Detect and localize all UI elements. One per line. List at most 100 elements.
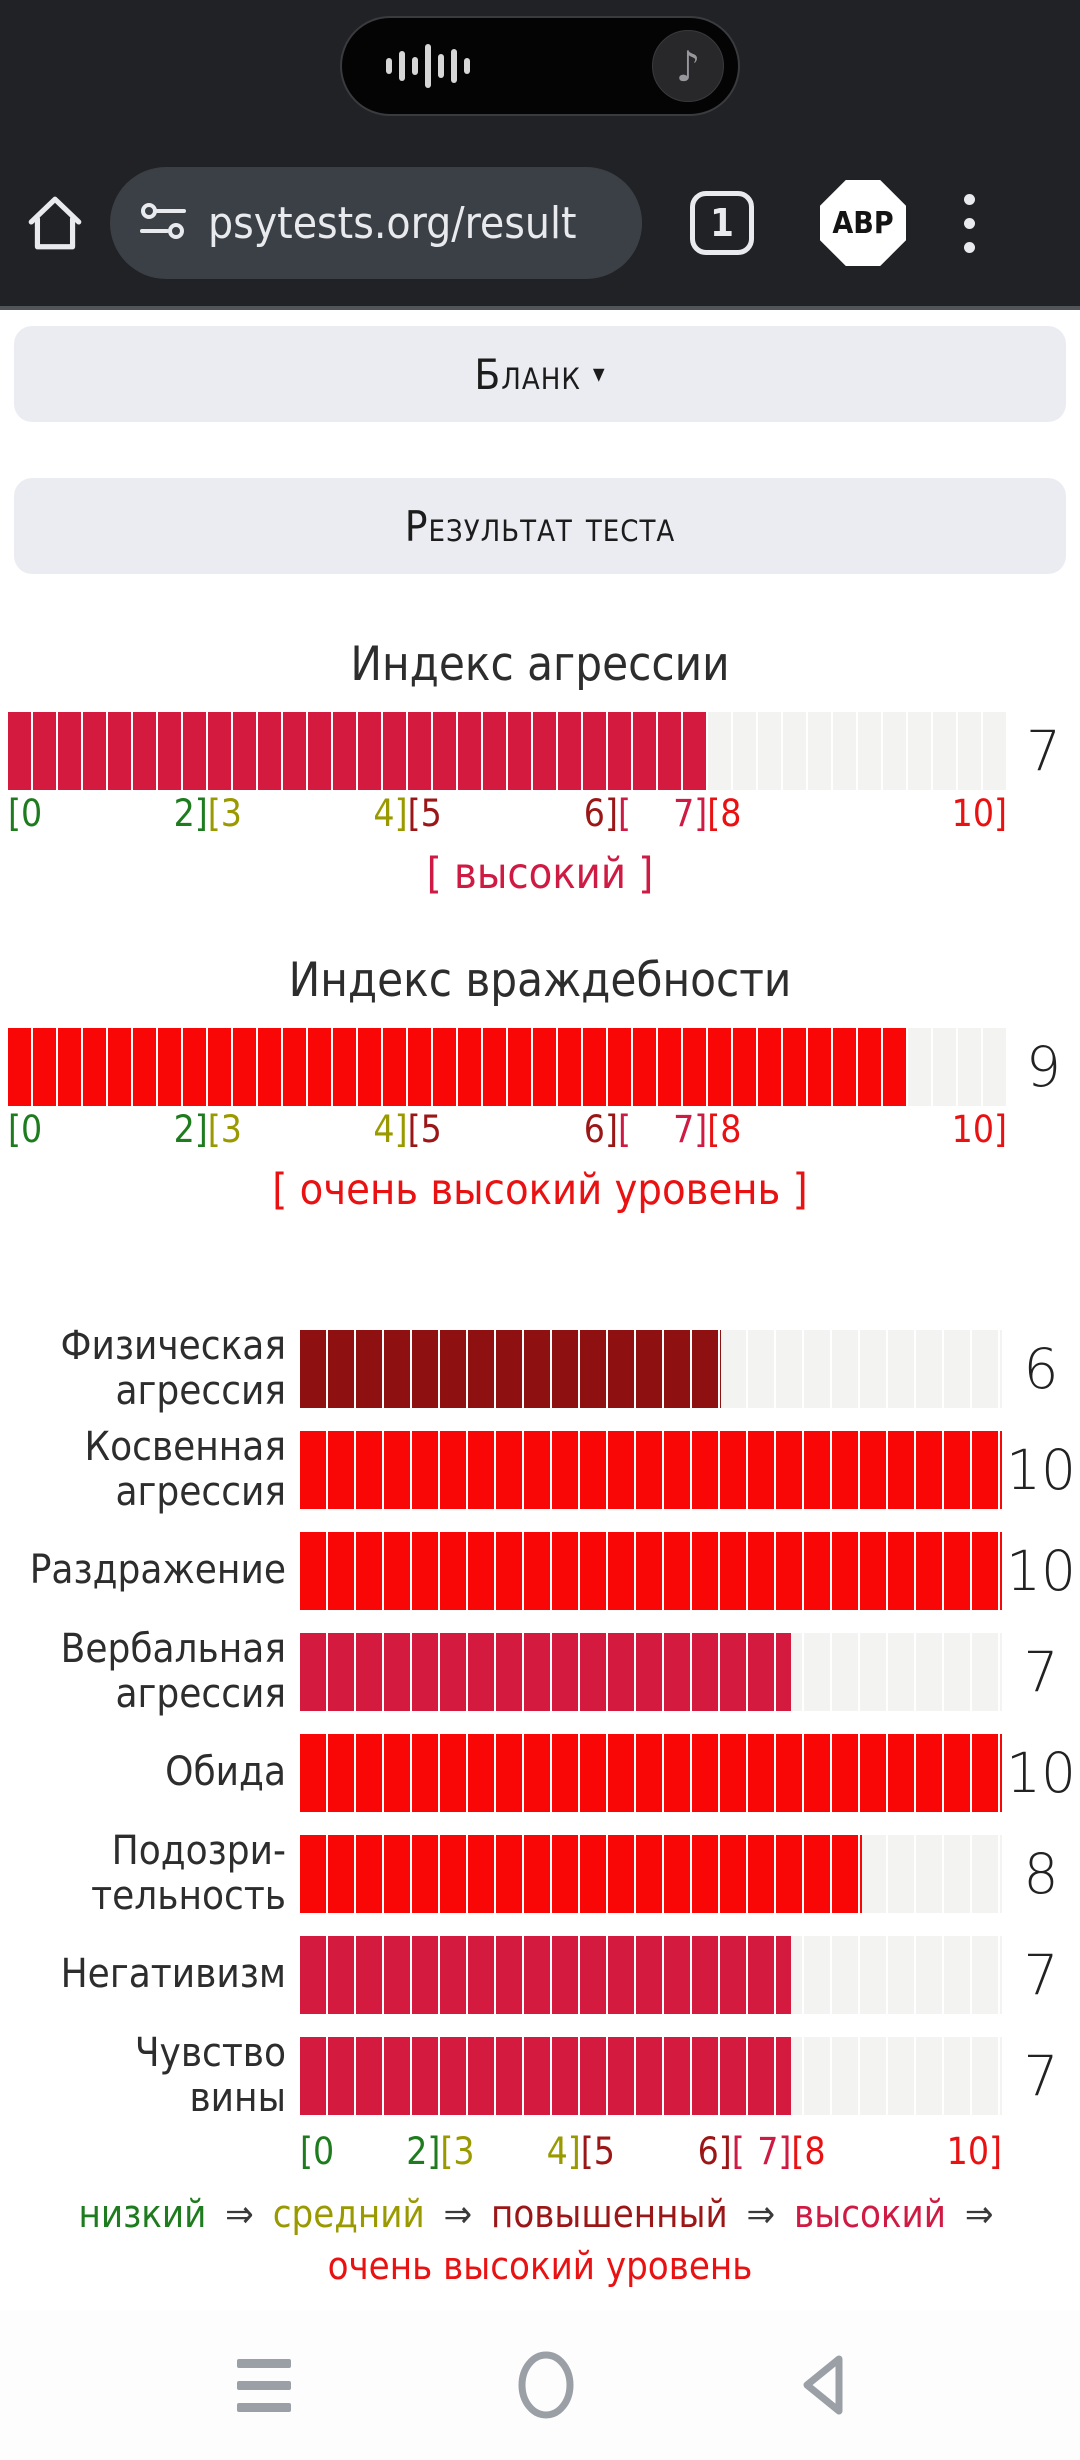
browser-toolbar: psytests.org/result 1 ABP (0, 140, 1080, 310)
legend-item: очень высокий уровень (327, 2244, 753, 2288)
scale-marker: 6][ (698, 2130, 745, 2173)
scale-marker: [0 (8, 792, 42, 835)
scale-marker: 2][3 (406, 2130, 474, 2173)
scale-marker-part: 2] (173, 1108, 208, 1151)
scale-marker: 2][3 (174, 1108, 242, 1151)
result-header-label: Результат теста (404, 501, 676, 551)
back-triangle-icon[interactable] (799, 2353, 845, 2417)
levels-legend: низкий ⇒ средний ⇒ повышенный ⇒ высокий … (30, 2188, 1050, 2292)
overflow-menu-icon[interactable] (964, 193, 975, 253)
scale-marker-part: [ (617, 1108, 631, 1151)
web-page: Бланк ▾ Результат теста Индекс агрессии 7… (0, 310, 1080, 2310)
recents-hamburger-icon[interactable] (235, 2357, 293, 2413)
tab-switcher-button[interactable]: 1 (690, 191, 754, 255)
scale-marker-part: [3 (207, 1108, 242, 1151)
home-circle-icon[interactable] (518, 2351, 574, 2419)
gauge-row: 7 (0, 712, 1080, 790)
index-gauge: Индекс агрессии 7 [0 2][3 4][5 6][7][8 10] [ вы… (0, 638, 1080, 898)
scale-marker-part: [ (617, 792, 631, 835)
home-icon[interactable] (24, 192, 86, 254)
gauge-row: 9 (0, 1028, 1080, 1106)
result-header: Результат теста (14, 478, 1066, 574)
scale-axis: [0 2][3 4][5 6][7][8 10] (8, 790, 1007, 836)
voice-waveform-icon (386, 44, 470, 88)
scale-marker-part: 10] (946, 2130, 1002, 2173)
subscale-bar-fill (300, 1329, 722, 1408)
subscale-value: 10 (1006, 1740, 1076, 1805)
subscale-value: 7 (1023, 2043, 1059, 2108)
scale-marker-part: 2] (173, 792, 208, 835)
subscale-label: Косвенная агрессия (84, 1423, 286, 1515)
scale-marker: 6][ (584, 1108, 631, 1151)
subscale-value: 7 (1023, 1942, 1059, 2007)
scale-marker-part: 4] (546, 2130, 581, 2173)
scale-marker: 7][8 (673, 792, 741, 835)
chevron-down-icon: ▾ (592, 359, 606, 389)
subscale-row: Вербальная агрессия 7 (0, 1621, 1080, 1722)
subscale-row: Подозри-тельность 8 (0, 1823, 1080, 1924)
legend-item: повышенный (491, 2192, 728, 2236)
subscale-bar (300, 1430, 1002, 1509)
level-label: [ очень высокий уровень ] (272, 1165, 808, 1215)
scale-marker: 4][5 (547, 2130, 615, 2173)
scale-marker: 10] (947, 2130, 1002, 2173)
url-bar[interactable]: psytests.org/result (110, 167, 642, 279)
scale-marker: 4][5 (373, 1108, 441, 1151)
scale-marker: [0 (8, 1108, 42, 1151)
scale-marker-part: 6] (583, 792, 618, 835)
scale-marker-part: [0 (8, 1108, 43, 1151)
subscale-label: Обида (165, 1749, 286, 1795)
gauge-value: 7 (1026, 719, 1061, 783)
status-bar: ♪ (0, 0, 1080, 140)
scale-marker-part: [8 (791, 2130, 826, 2173)
legend-item: высокий (794, 2192, 946, 2236)
subscale-bar-fill (300, 1733, 1002, 1812)
legend-item: средний (272, 2192, 425, 2236)
subscale-bar-fill (300, 1834, 862, 1913)
subscale-bar (300, 1329, 1002, 1408)
android-nav-bar (0, 2310, 1080, 2460)
index-gauges: Индекс агрессии 7 [0 2][3 4][5 6][7][8 10][ вы… (0, 638, 1080, 1214)
subscale-row: Косвенная агрессия 10 (0, 1419, 1080, 1520)
gauge-title: Индекс агрессии (350, 637, 730, 692)
level-label: [ высокий ] (426, 849, 654, 899)
subscale-label: Раздражение (29, 1547, 286, 1593)
subscale-row: Раздражение 10 (0, 1520, 1080, 1621)
media-player-widget[interactable]: ♪ (340, 16, 740, 116)
scale-marker-part: [3 (207, 792, 242, 835)
legend-arrow-icon: ⇒ (953, 2192, 994, 2236)
music-note-icon[interactable]: ♪ (652, 30, 724, 102)
scale-marker-part: [5 (407, 1108, 442, 1151)
scale-marker-part: 4] (373, 1108, 408, 1151)
scale-marker-part: [0 (8, 792, 43, 835)
legend-arrow-icon: ⇒ (214, 2192, 265, 2236)
tune-icon[interactable] (140, 200, 186, 246)
subscale-row: Чувство вины 7 (0, 2025, 1080, 2126)
legend-arrow-icon: ⇒ (735, 2192, 787, 2236)
subscale-bar (300, 1733, 1002, 1812)
subscale-label: Чувство вины (134, 2029, 286, 2121)
scale-marker: 4][5 (373, 792, 441, 835)
scale-marker-part: 2] (406, 2130, 441, 2173)
subscale-bar (300, 2036, 1002, 2115)
blank-dropdown-label: Бланк (474, 349, 581, 399)
subscale-value: 10 (1006, 1437, 1076, 1502)
subscale-label: Негативизм (60, 1951, 286, 1997)
scale-marker-part: 7] (757, 2130, 792, 2173)
scale-marker-part: [0 (300, 2130, 335, 2173)
legend-item: низкий (78, 2192, 207, 2236)
scale-marker: 10] (952, 792, 1007, 835)
subscale-bar-fill (300, 1430, 1002, 1509)
blank-dropdown[interactable]: Бланк ▾ (14, 326, 1066, 422)
subscale-bar-fill (300, 1632, 792, 1711)
subscale-label: Подозри-тельность (91, 1827, 286, 1919)
adblock-icon[interactable]: ABP (820, 180, 906, 266)
scale-marker: 10] (952, 1108, 1007, 1151)
scale-marker: 7][8 (673, 1108, 741, 1151)
scale-marker-part: [5 (407, 792, 442, 835)
subscale-chart: Физическая агрессия 6 Косвенная агрессия 10 Ра… (0, 1318, 1080, 2173)
scale-marker-part: 4] (373, 792, 408, 835)
subscale-row: Негативизм 7 (0, 1924, 1080, 2025)
scale-marker-part: [8 (707, 1108, 742, 1151)
